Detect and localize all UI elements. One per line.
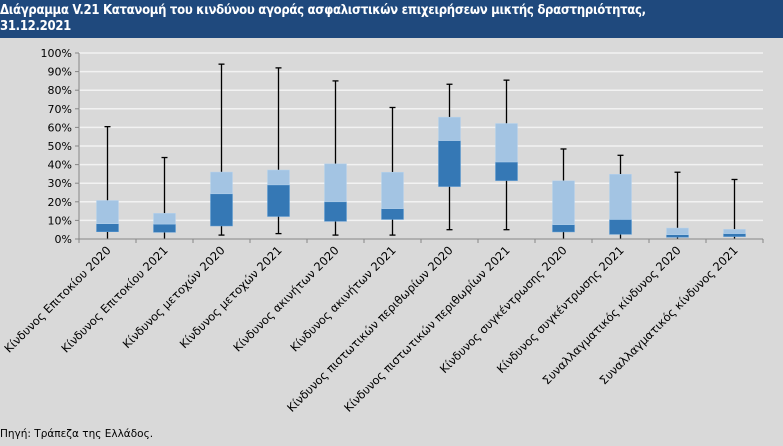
source-note: Πηγή: Τράπεζα της Ελλάδος. [0,428,154,440]
box-upper-median-q3 [381,171,404,209]
box-lower-q1-median [552,224,575,233]
box-lower-q1-median [210,193,233,227]
y-tick-label: 20% [48,196,72,209]
box-upper-median-q3 [609,174,632,220]
box-lower-q1-median [609,219,632,235]
x-category-label: Κίνδυνος ακινήτων 2020 [230,243,341,354]
box-lower-q1-median [381,208,404,220]
gridlines [79,52,763,222]
box-lower-q1-median [324,201,347,222]
x-category-label: Κίνδυνος μετοχών 2020 [120,243,228,351]
x-category-label: Κίνδυνος Επιτοκίου 2020 [1,243,113,355]
y-tick-label: 50% [48,140,72,153]
y-tick-label: 100% [41,47,72,60]
box-upper-median-q3 [96,200,119,224]
y-tick-label: 60% [48,121,72,134]
box-upper-median-q3 [552,180,575,225]
x-category-label: Κίνδυνος μετοχών 2021 [177,243,285,351]
y-tick-label: 0% [55,233,72,246]
y-tick-label: 70% [48,103,72,116]
box-lower-q1-median [438,140,461,187]
x-category-label: Κίνδυνος Επιτοκίου 2021 [58,243,170,355]
y-tick-label: 30% [48,177,72,190]
boxplot-chart: 0% 10% 20% 30% 40% 50% 60% 70% 80% 90% 100% Κίνδυν… [1,47,764,415]
box-upper-median-q3 [324,163,347,203]
y-tick-label: 90% [48,66,72,79]
box-upper-median-q3 [210,171,233,195]
y-axis: 0% 10% 20% 30% 40% 50% 60% 70% 80% 90% 100% [41,47,80,246]
box-upper-median-q3 [723,229,746,234]
box-lower-q1-median [666,234,689,238]
boxes [96,63,746,239]
box-lower-q1-median [96,223,119,232]
box-upper-median-q3 [438,116,461,141]
chart-title: Διάγραμμα V.21 Κατανομή του κινδύνου αγο… [0,0,783,38]
box-upper-median-q3 [267,169,290,186]
box-lower-q1-median [723,233,746,237]
box-lower-q1-median [495,161,518,181]
box-lower-q1-median [267,184,290,217]
box-upper-median-q3 [495,123,518,163]
box-upper-median-q3 [666,227,689,235]
chart-title-line2: 31.12.2021 [0,19,71,34]
y-tick-label: 80% [48,84,72,97]
chart-title-line1: Διάγραμμα V.21 Κατανομή του κινδύνου αγο… [0,3,646,18]
y-tick-label: 40% [48,159,72,172]
y-tick-label: 10% [48,214,72,227]
box-upper-median-q3 [153,213,176,225]
x-category-label: Κίνδυνος ακινήτων 2021 [287,243,398,354]
box-lower-q1-median [153,223,176,233]
